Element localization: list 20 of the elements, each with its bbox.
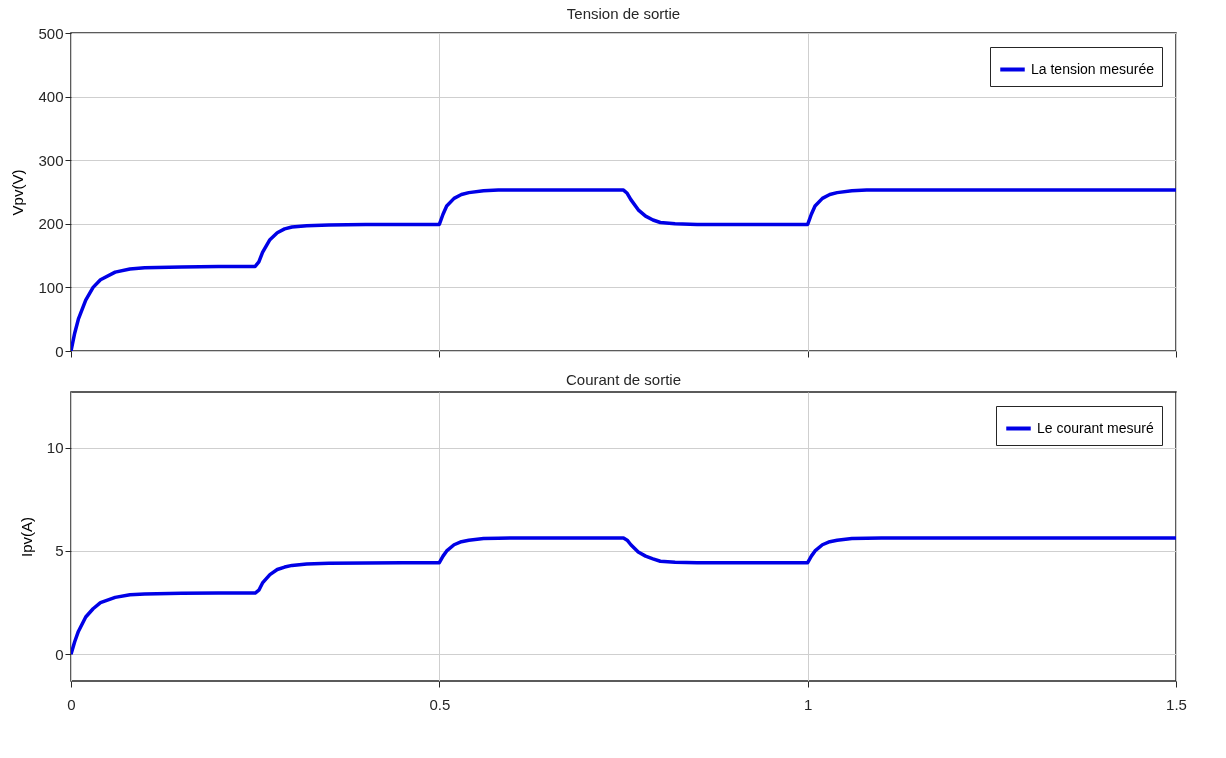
chart-title: Courant de sortie xyxy=(565,371,682,388)
y-tick-label: 10 xyxy=(46,439,64,457)
y-tick-label: 100 xyxy=(38,278,64,296)
legend-label: Le courant mesuré xyxy=(1037,419,1154,436)
line-series xyxy=(71,536,1176,656)
y-tick-label: 5 xyxy=(55,542,64,560)
x-tick-label: 1 xyxy=(803,695,813,713)
y-axis-title: Vpv(V) xyxy=(9,169,27,216)
y-tick-label: 400 xyxy=(38,88,64,106)
legend-label: La tension mesurée xyxy=(1031,60,1155,77)
y-tick-label: 200 xyxy=(38,215,64,233)
y-tick-label: 0 xyxy=(55,342,64,360)
y-tick-label: 300 xyxy=(38,151,64,169)
y-tick-label: 0 xyxy=(55,645,64,663)
x-tick-label: 1.5 xyxy=(1166,695,1187,713)
y-tick-label: 500 xyxy=(38,24,64,42)
x-tick-label: 0.5 xyxy=(429,695,451,713)
chart-title: Tension de sortie xyxy=(566,5,681,22)
y-axis-title: Ipv(A) xyxy=(17,516,35,558)
x-tick-label: 0 xyxy=(67,695,76,713)
